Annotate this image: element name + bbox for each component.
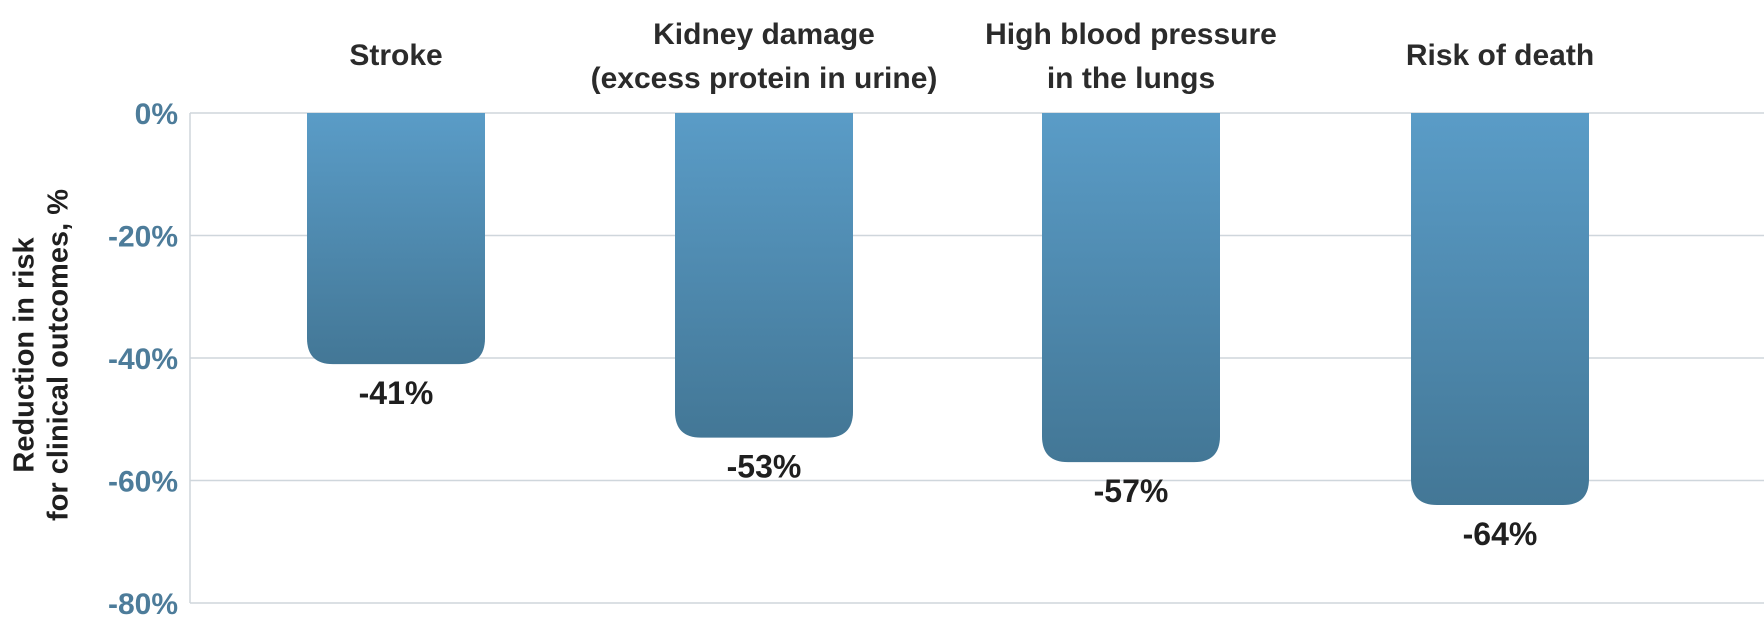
- category-label: in the lungs: [1047, 62, 1215, 95]
- y-tick-label: -40%: [108, 343, 178, 376]
- category-label: High blood pressure: [985, 18, 1277, 51]
- y-axis-label: Reduction in risk for clinical outcomes, …: [9, 189, 75, 521]
- bar: [675, 113, 853, 438]
- category-label: (excess protein in urine): [591, 62, 938, 95]
- category-label: Risk of death: [1406, 39, 1594, 72]
- bar: [1042, 113, 1220, 463]
- y-axis-label-line: Reduction in risk: [9, 237, 41, 473]
- bar-value-label: -57%: [1094, 473, 1169, 509]
- y-tick-label: -20%: [108, 221, 178, 254]
- category-label: Kidney damage: [653, 18, 875, 51]
- y-axis-ticks: 0% -20% -40% -60% -80%: [108, 98, 178, 621]
- y-tick-label: -80%: [108, 588, 178, 621]
- bar: [1411, 113, 1589, 505]
- bar: [307, 113, 485, 365]
- category-label: Stroke: [349, 39, 442, 72]
- bar-value-label: -64%: [1463, 516, 1538, 552]
- bar-value-label: -41%: [359, 375, 434, 411]
- y-tick-label: 0%: [135, 98, 178, 131]
- category-labels: Stroke Kidney damage (excess protein in ur…: [349, 18, 1594, 95]
- bar-value-label: -53%: [727, 449, 802, 485]
- value-labels: -41% -53% -57% -64%: [359, 375, 1538, 552]
- y-tick-label: -60%: [108, 466, 178, 499]
- bars: [307, 113, 1589, 505]
- y-axis-label-line: for clinical outcomes, %: [43, 189, 75, 521]
